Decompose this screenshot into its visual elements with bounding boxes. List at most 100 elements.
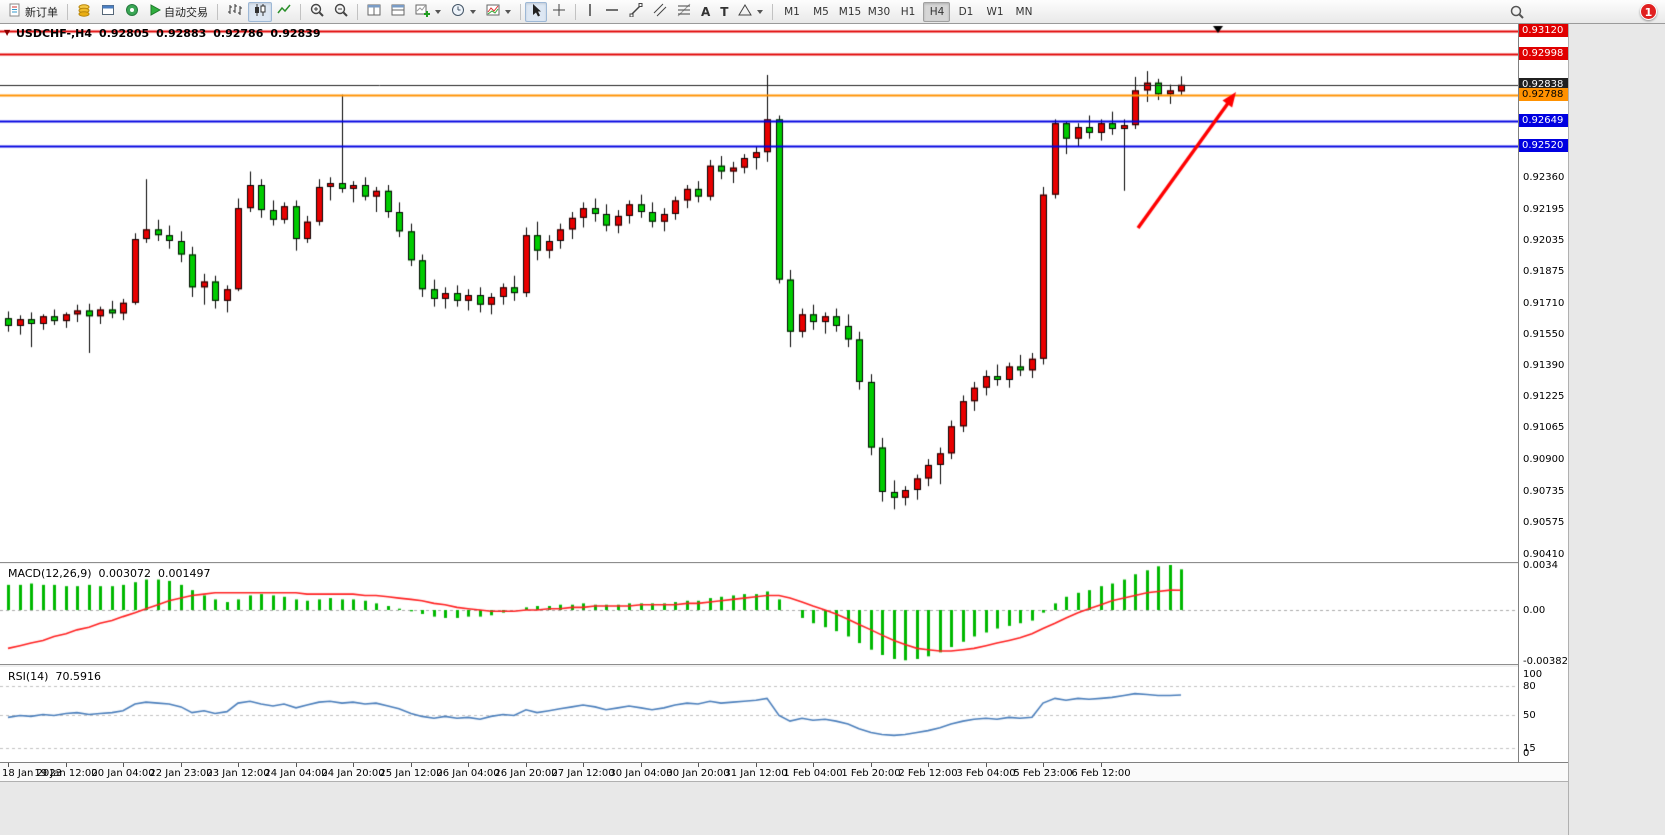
- timeframe-group: M1 M5 M15 M30 H1 H4 D1 W1 MN: [777, 1, 1038, 22]
- time-tick: [641, 763, 642, 767]
- chart-window: ▼ USDCHF-,H4 0.92805 0.92883 0.92786 0.9…: [0, 23, 1568, 781]
- candlestick-chart-button[interactable]: [248, 1, 272, 22]
- cursor-button[interactable]: [525, 1, 547, 22]
- line-chart-button[interactable]: [272, 2, 296, 22]
- bar-chart-button[interactable]: [222, 2, 248, 22]
- macd-tick-label: -0.00382: [1523, 655, 1568, 667]
- ohlc-close: 0.92839: [270, 27, 321, 40]
- time-tick: [986, 763, 987, 767]
- time-tick-label: 20 Jan 04:00: [91, 768, 155, 779]
- trendline-icon: [629, 3, 643, 20]
- timeframe-button-w1[interactable]: W1: [986, 5, 1004, 18]
- timeframe-button-m15[interactable]: M15: [838, 5, 862, 18]
- gold-coins-icon: [77, 3, 91, 20]
- price-tick-label: 0.91550: [1523, 328, 1565, 340]
- macd-panel-canvas[interactable]: [0, 564, 1518, 664]
- search-icon: [1509, 4, 1525, 23]
- time-tick-label: 22 Jan 23:00: [149, 768, 213, 779]
- new-chart-button[interactable]: [410, 2, 446, 22]
- indicators-button[interactable]: [481, 2, 516, 22]
- time-tick: [66, 763, 67, 767]
- rsi-tick-label: 50: [1523, 709, 1536, 721]
- notification-badge[interactable]: 1: [1640, 3, 1657, 20]
- panel-splitter[interactable]: [0, 664, 1568, 667]
- timeframe-button-h4[interactable]: H4: [923, 1, 951, 22]
- time-tick: [1101, 763, 1102, 767]
- toolbar-separator: [300, 3, 301, 20]
- tile-windows-button[interactable]: [362, 2, 386, 22]
- shapes-icon: [738, 3, 753, 20]
- rsi-indicator-label: RSI(14) 70.5916: [8, 670, 101, 683]
- price-line-label: 0.92520: [1519, 139, 1568, 153]
- time-tick-label: 24 Jan 04:00: [264, 768, 328, 779]
- zoom-in-button[interactable]: [305, 2, 329, 22]
- trendline-button[interactable]: [624, 2, 648, 22]
- chevron-down-icon: [505, 9, 511, 14]
- timeframe-button-m1[interactable]: M1: [784, 5, 800, 18]
- chart-header: USDCHF-,H4 0.92805 0.92883 0.92786 0.928…: [16, 27, 320, 40]
- sound-icon: [125, 3, 139, 20]
- rsi-value: 70.5916: [55, 670, 101, 683]
- time-tick: [353, 763, 354, 767]
- fibonacci-icon: [677, 3, 691, 20]
- auto-trading-button[interactable]: 自动交易: [144, 2, 213, 22]
- price-line-label: 0.92788: [1519, 87, 1568, 101]
- crosshair-button[interactable]: [547, 2, 571, 22]
- time-tick-label: 5 Feb 23:00: [1013, 768, 1073, 779]
- macd-indicator-label: MACD(12,26,9) 0.003072 0.001497: [8, 567, 211, 580]
- channel-button[interactable]: [648, 2, 672, 22]
- macd-signal-value: 0.001497: [158, 567, 211, 580]
- account-history-button[interactable]: [72, 2, 96, 22]
- horizontal-line-button[interactable]: [600, 2, 624, 22]
- rsi-panel-canvas[interactable]: [0, 667, 1518, 762]
- time-tick-label: 3 Feb 04:00: [956, 768, 1016, 779]
- zoom-out-button[interactable]: [329, 2, 353, 22]
- text-button[interactable]: A: [696, 2, 715, 22]
- market-watch-button[interactable]: [96, 2, 120, 22]
- periods-button[interactable]: [446, 2, 481, 22]
- timeframe-button-m30[interactable]: M30: [867, 5, 891, 18]
- zoom-out-icon: [334, 3, 348, 20]
- fibonacci-button[interactable]: [672, 2, 696, 22]
- price-tick-label: 0.92195: [1523, 204, 1565, 216]
- crosshair-icon: [552, 3, 566, 20]
- toolbar-separator: [217, 3, 218, 20]
- time-tick: [698, 763, 699, 767]
- timeframe-button-m5[interactable]: M5: [813, 5, 829, 18]
- vertical-line-button[interactable]: [580, 2, 600, 22]
- time-tick: [296, 763, 297, 767]
- clock-icon: [451, 3, 465, 20]
- chart-marker-icon: ▼: [4, 28, 11, 37]
- new-order-button[interactable]: 新订单: [3, 2, 63, 22]
- timeframe-button-h1[interactable]: H1: [900, 5, 916, 18]
- search-button[interactable]: [1504, 3, 1530, 23]
- rsi-tick-label: 15: [1523, 742, 1536, 754]
- time-tick-label: 23 Jan 12:00: [206, 768, 270, 779]
- price-axis[interactable]: 0.92360 0.92195 0.92035 0.91875 0.91710 0.915…: [1518, 23, 1568, 762]
- rsi-tick-label: 100: [1523, 669, 1543, 680]
- indicators-icon: [486, 3, 500, 20]
- time-tick-label: 6 Feb 12:00: [1071, 768, 1131, 779]
- time-tick-label: 27 Jan 12:00: [551, 768, 615, 779]
- timeframe-button-mn[interactable]: MN: [1015, 5, 1033, 18]
- price-tick-label: 0.91065: [1523, 422, 1565, 434]
- symbol-label: USDCHF-,H4: [16, 27, 93, 40]
- shapes-button[interactable]: [733, 2, 768, 22]
- price-tick-label: 0.90900: [1523, 454, 1565, 466]
- price-chart-canvas[interactable]: [0, 24, 1518, 562]
- time-axis[interactable]: 18 Jan 2023 19 Jan 12:00 20 Jan 04:00 22 Ja…: [0, 762, 1568, 781]
- time-tick: [238, 763, 239, 767]
- price-tick-label: 0.91225: [1523, 391, 1565, 403]
- price-tick-label: 0.91390: [1523, 359, 1565, 371]
- panel-splitter[interactable]: [0, 562, 1568, 564]
- sound-alert-button[interactable]: [120, 2, 144, 22]
- cascade-windows-button[interactable]: [386, 2, 410, 22]
- toolbar-separator: [575, 3, 576, 20]
- price-line-label: 0.92998: [1519, 47, 1568, 61]
- new-order-label: 新订单: [25, 5, 58, 19]
- timeframe-button-d1[interactable]: D1: [958, 5, 974, 18]
- text-label-button[interactable]: T: [715, 2, 733, 22]
- time-tick: [1043, 763, 1044, 767]
- time-tick-label: 1 Feb 04:00: [783, 768, 843, 779]
- macd-tick-label: 0.0034: [1523, 560, 1558, 571]
